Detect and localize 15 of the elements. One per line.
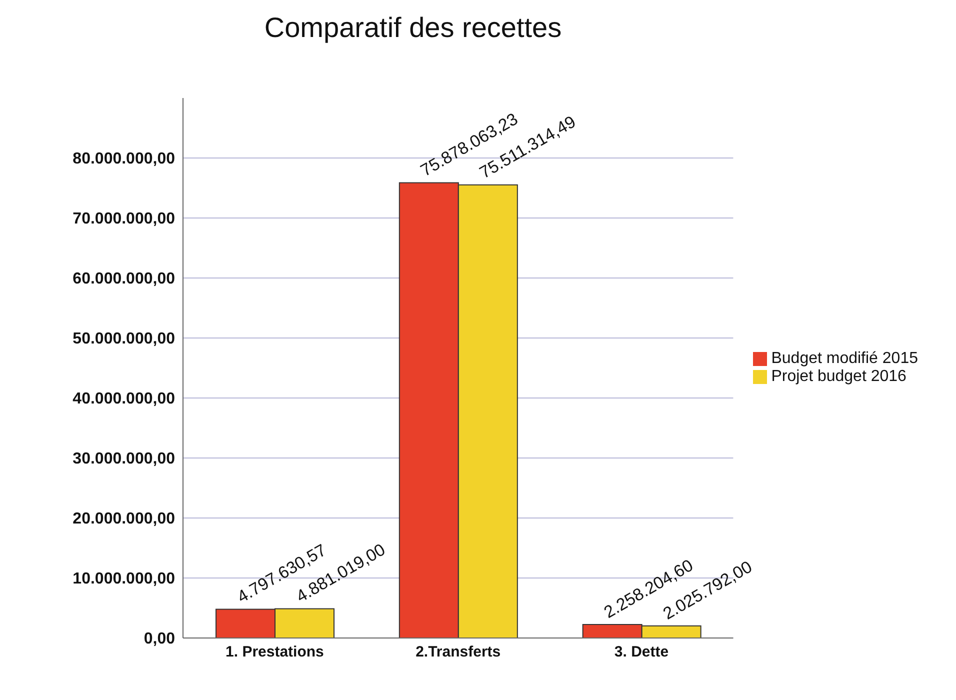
legend-label: Budget modifié 2015 [771,350,918,367]
y-tick-label: 70.000.000,00 [72,210,176,228]
y-tick-label: 50.000.000,00 [72,330,176,348]
y-tick-label: 30.000.000,00 [72,450,176,468]
x-tick-label: 3. Dette [614,644,669,661]
y-tick-label: 10.000.000,00 [72,570,176,588]
x-tick-label: 2.Transferts [416,644,501,661]
y-tick-label: 0,00 [144,630,176,648]
y-tick-label: 80.000.000,00 [72,150,176,168]
legend-label: Projet budget 2016 [771,368,906,385]
y-tick-label: 20.000.000,00 [72,510,176,528]
y-tick-label: 40.000.000,00 [72,390,176,408]
chart-title: Comparatif des recettes [263,11,563,45]
y-tick-label: 60.000.000,00 [72,270,176,288]
x-tick-label: 1. Prestations [226,644,324,661]
